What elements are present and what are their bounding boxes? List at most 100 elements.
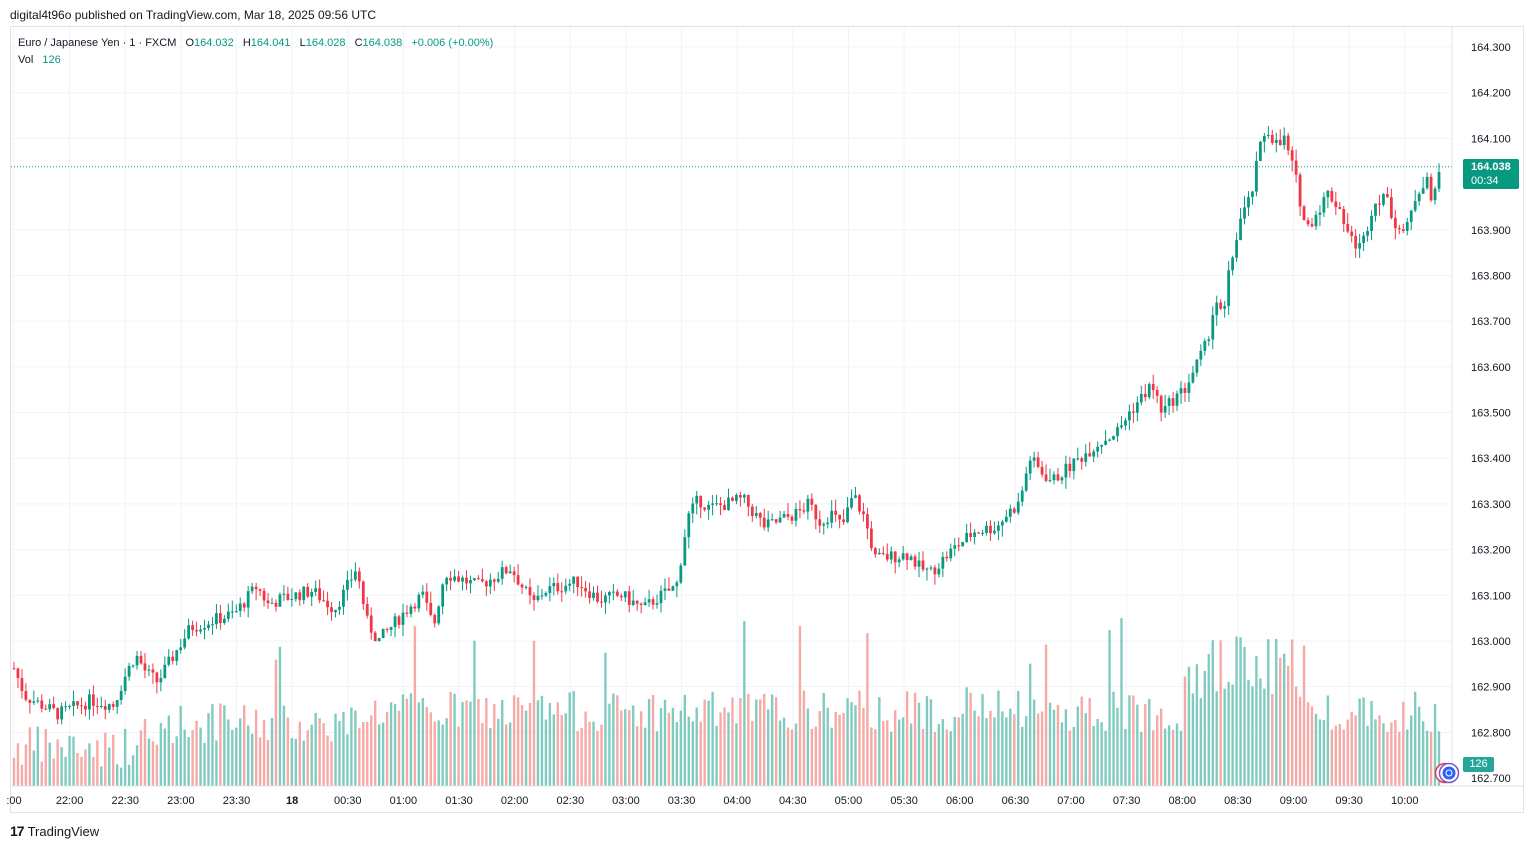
candle-body bbox=[1040, 466, 1044, 475]
candle-body bbox=[290, 599, 294, 601]
candle-body bbox=[806, 498, 810, 512]
volume-bar bbox=[195, 720, 198, 786]
volume-bar bbox=[695, 707, 698, 786]
candle-body bbox=[1207, 339, 1211, 341]
volume-bar bbox=[1159, 708, 1163, 786]
volume-bar bbox=[330, 741, 333, 786]
candle-body bbox=[1235, 240, 1238, 258]
volume-bar bbox=[1048, 702, 1052, 786]
volume-bar bbox=[1132, 695, 1135, 786]
candle-body bbox=[869, 528, 873, 549]
x-tick-label: 18 bbox=[286, 795, 298, 807]
candle-body bbox=[1425, 176, 1429, 189]
volume-bar bbox=[687, 716, 690, 786]
candle-body bbox=[778, 517, 782, 523]
candle-body bbox=[973, 532, 976, 537]
candle-body bbox=[99, 706, 103, 708]
volume-bar bbox=[1338, 724, 1341, 786]
candle-body bbox=[1386, 194, 1389, 198]
volume-bar bbox=[1199, 698, 1203, 786]
candle-body bbox=[1262, 135, 1266, 142]
volume-bar bbox=[600, 724, 603, 786]
candle-body bbox=[1358, 243, 1362, 249]
candle-body bbox=[754, 513, 758, 516]
candle-body bbox=[905, 553, 909, 561]
chart-frame[interactable] bbox=[10, 26, 1524, 813]
volume-bar bbox=[393, 704, 397, 786]
volume-bar bbox=[802, 690, 806, 786]
candle-body bbox=[286, 593, 290, 600]
candle-body bbox=[739, 495, 742, 498]
candle-body bbox=[818, 519, 822, 526]
legend-vol: 126 bbox=[42, 54, 61, 66]
volume-bar bbox=[1394, 719, 1397, 786]
x-tick-label: 03:30 bbox=[668, 795, 696, 807]
volume-bar bbox=[274, 659, 278, 786]
volume-bar bbox=[104, 732, 107, 786]
volume-bar bbox=[1306, 702, 1310, 786]
volume-bar bbox=[520, 705, 524, 786]
candle-body bbox=[40, 700, 44, 709]
volume-bar bbox=[953, 716, 956, 786]
volume-bar bbox=[1402, 701, 1405, 786]
candle-body bbox=[520, 584, 524, 588]
volume-bar bbox=[536, 700, 540, 786]
candle-body bbox=[639, 603, 643, 605]
volume-bar bbox=[155, 744, 159, 786]
volume-bar bbox=[1001, 711, 1004, 786]
tradingview-logo[interactable]: 17 TradingView bbox=[10, 823, 99, 839]
candle-body bbox=[623, 591, 627, 598]
volume-bar bbox=[1060, 722, 1064, 786]
volume-bar bbox=[342, 711, 345, 786]
candle-body bbox=[429, 602, 433, 616]
volume-bar bbox=[1362, 697, 1365, 786]
volume-bar bbox=[505, 724, 508, 786]
volume-bar bbox=[985, 718, 988, 786]
candle-body bbox=[993, 530, 996, 534]
volume-bar bbox=[759, 699, 762, 786]
candle-body bbox=[1274, 139, 1278, 143]
volume-bar bbox=[1128, 695, 1131, 786]
candle-body bbox=[1366, 231, 1369, 236]
candle-body bbox=[1350, 231, 1354, 236]
volume-bar bbox=[243, 705, 246, 786]
volume-bar bbox=[508, 722, 512, 786]
y-tick-label: 163.300 bbox=[1471, 499, 1511, 511]
volume-bar bbox=[36, 726, 39, 786]
candle-body bbox=[580, 587, 584, 589]
volume-bar bbox=[433, 721, 436, 786]
y-tick-label: 163.700 bbox=[1471, 316, 1511, 328]
news-bubble-icon[interactable] bbox=[1434, 762, 1460, 784]
volume-bar bbox=[639, 711, 643, 786]
volume-bar bbox=[143, 718, 147, 786]
legend-close: 164.038 bbox=[362, 37, 403, 49]
volume-bar bbox=[135, 745, 139, 786]
volume-bar bbox=[493, 703, 496, 786]
volume-bar bbox=[354, 710, 357, 786]
volume-bar bbox=[465, 700, 468, 786]
candle-body bbox=[568, 583, 572, 586]
volume-bar bbox=[199, 727, 202, 786]
volume-bar bbox=[461, 702, 464, 786]
candle-body bbox=[615, 591, 619, 596]
candle-body bbox=[1024, 473, 1028, 491]
candle-body bbox=[76, 701, 79, 706]
candle-body bbox=[1143, 393, 1147, 398]
candle-body bbox=[207, 624, 210, 629]
candle-body bbox=[1044, 474, 1048, 481]
volume-bar bbox=[183, 729, 186, 786]
candle-body bbox=[611, 591, 615, 593]
volume-bar bbox=[310, 724, 313, 786]
candle-body bbox=[552, 583, 556, 587]
volume-bar bbox=[770, 694, 774, 786]
candle-body bbox=[536, 595, 540, 601]
volume-bar bbox=[973, 710, 976, 786]
candle-body bbox=[1020, 490, 1024, 502]
volume-bar bbox=[1009, 708, 1012, 786]
candle-body bbox=[762, 517, 766, 528]
volume-bar bbox=[278, 646, 282, 786]
candle-body bbox=[711, 503, 714, 505]
candle-body bbox=[16, 668, 20, 679]
volume-bar bbox=[187, 737, 190, 786]
